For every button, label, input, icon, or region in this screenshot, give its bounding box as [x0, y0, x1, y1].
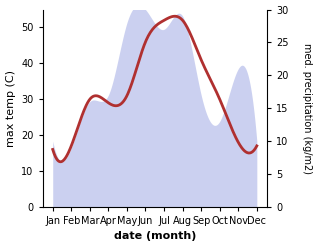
Y-axis label: max temp (C): max temp (C)	[5, 70, 16, 147]
X-axis label: date (month): date (month)	[114, 231, 196, 242]
Y-axis label: med. precipitation (kg/m2): med. precipitation (kg/m2)	[302, 43, 313, 174]
